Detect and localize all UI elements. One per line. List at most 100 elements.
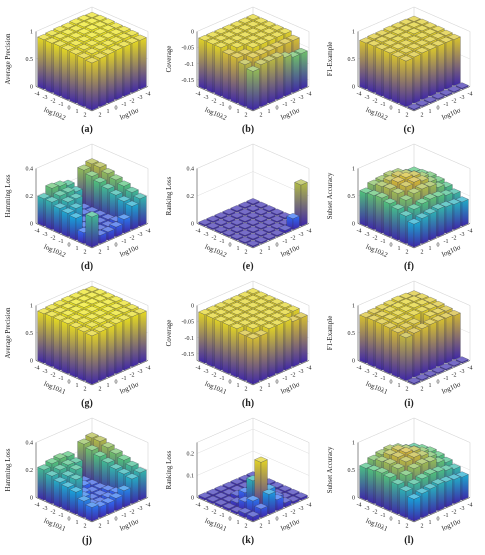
y-tick-label: -3 xyxy=(299,506,304,512)
y-axis-label: log10σ xyxy=(441,243,462,258)
x-tick-label: -3 xyxy=(43,369,48,375)
grid-line xyxy=(357,280,471,306)
z-tick-label: -0.1 xyxy=(185,62,195,68)
bar xyxy=(230,226,244,234)
y-tick-label: 1 xyxy=(107,246,110,252)
x-tick-label: 2 xyxy=(245,386,248,392)
x-tick-label: 0 xyxy=(229,516,232,522)
z-tick-label: 1 xyxy=(352,30,355,36)
z-tick-label: 1 xyxy=(30,304,33,310)
y-tick-label: -2 xyxy=(452,509,457,515)
z-axis-label: F1-Example xyxy=(326,316,334,351)
y-tick-label: 0 xyxy=(276,379,279,385)
x-tick-label: -2 xyxy=(212,235,217,241)
y-tick-label: -4 xyxy=(146,502,151,508)
x-tick-label: 2 xyxy=(406,249,409,255)
x-tick-label: 2 xyxy=(245,249,248,255)
y-tick-label: 1 xyxy=(107,383,110,389)
bar xyxy=(238,236,252,244)
y-tick-label: -3 xyxy=(460,95,465,101)
x-tick-label: -4 xyxy=(357,228,362,234)
panel-label: (h) xyxy=(242,398,254,409)
x-tick-label: -1 xyxy=(59,513,64,519)
y-tick-label: -3 xyxy=(299,369,304,375)
x-axis-label: log10λ1 xyxy=(43,380,68,397)
y-tick-label: -2 xyxy=(452,235,457,241)
x-tick-label: -1 xyxy=(59,102,64,108)
panel: -0.15-0.1-0.050Coverage-4-3-2-1012-4-3-2… xyxy=(165,280,312,409)
y-tick-label: -2 xyxy=(130,235,135,241)
grid-line xyxy=(357,143,471,169)
z-tick-label: 0.2 xyxy=(26,468,34,474)
z-tick-label: 0.5 xyxy=(348,331,356,337)
y-tick-label: -4 xyxy=(468,365,473,371)
z-tick-label: -0.05 xyxy=(182,320,195,326)
panel-label: (e) xyxy=(242,261,253,272)
y-axis-label: log10σ xyxy=(119,517,140,532)
x-tick-label: -1 xyxy=(59,239,64,245)
x-tick-label: 0 xyxy=(68,516,71,522)
floor-edge xyxy=(357,497,471,523)
bar xyxy=(455,82,469,90)
y-tick-label: 0 xyxy=(115,105,118,111)
y-tick-label: 2 xyxy=(260,386,263,392)
y-tick-label: 1 xyxy=(268,520,271,526)
y-axis-label: log10σ xyxy=(119,380,140,395)
y-tick-label: 0 xyxy=(437,242,440,248)
z-tick-label: 0 xyxy=(30,359,33,365)
bar xyxy=(238,201,252,209)
bar xyxy=(447,85,461,93)
bar xyxy=(238,208,252,216)
bar xyxy=(270,215,284,223)
x-axis-label: log10λ2 xyxy=(365,243,390,260)
bar xyxy=(85,211,99,248)
floor-edge xyxy=(35,223,149,249)
grid-line xyxy=(196,280,310,306)
x-tick-label: 2 xyxy=(84,386,87,392)
y-tick-label: 0 xyxy=(115,242,118,248)
y-tick-label: 2 xyxy=(260,112,263,118)
x-tick-label: -1 xyxy=(59,376,64,382)
panel-label: (k) xyxy=(242,535,254,546)
bar xyxy=(254,236,268,244)
x-tick-label: -3 xyxy=(204,369,209,375)
y-tick-label: 0 xyxy=(276,105,279,111)
bar xyxy=(222,222,236,230)
x-tick-label: -4 xyxy=(196,91,201,97)
y-tick-label: -4 xyxy=(468,502,473,508)
bar xyxy=(246,65,260,111)
x-tick-label: -2 xyxy=(51,98,56,104)
x-axis-label: log10λ2 xyxy=(365,106,390,123)
z-tick-label: 0.5 xyxy=(348,194,356,200)
y-tick-label: -3 xyxy=(460,369,465,375)
x-tick-label: -4 xyxy=(196,365,201,371)
y-axis-label: log10σ xyxy=(280,243,301,258)
x-tick-label: -2 xyxy=(373,372,378,378)
bar xyxy=(230,205,244,213)
y-tick-label: -3 xyxy=(299,232,304,238)
y-tick-label: -3 xyxy=(138,369,143,375)
x-axis-label: log10λ1 xyxy=(365,380,390,397)
y-tick-label: 1 xyxy=(268,383,271,389)
x-tick-label: -1 xyxy=(220,239,225,245)
x-tick-label: 1 xyxy=(76,520,79,526)
x-tick-label: -1 xyxy=(381,102,386,108)
z-tick-label: 0.2 xyxy=(26,194,34,200)
y-tick-label: -1 xyxy=(283,376,288,382)
bar xyxy=(423,370,437,378)
bar xyxy=(222,215,236,223)
panel-label: (c) xyxy=(403,124,414,135)
bar xyxy=(254,215,268,223)
grid-line xyxy=(35,417,149,443)
bar xyxy=(407,493,421,522)
y-tick-label: 0 xyxy=(276,242,279,248)
y-tick-label: 2 xyxy=(99,249,102,255)
z-axis-label: F1-Example xyxy=(326,42,334,77)
grid-line xyxy=(357,417,471,443)
y-tick-label: -3 xyxy=(460,506,465,512)
z-axis-label: Hamming Loss xyxy=(4,174,12,217)
x-tick-label: 2 xyxy=(406,112,409,118)
